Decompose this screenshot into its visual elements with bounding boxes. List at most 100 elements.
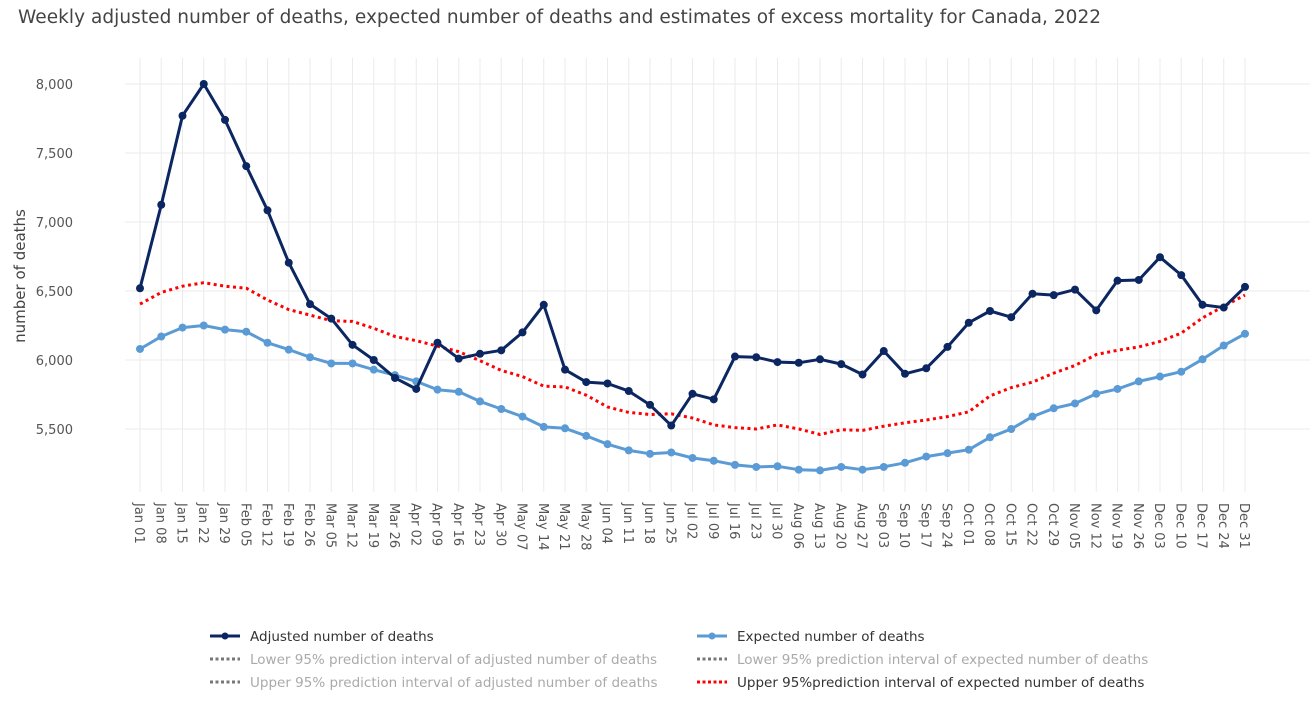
- data-point[interactable]: [603, 440, 612, 449]
- data-point[interactable]: [603, 379, 612, 388]
- data-point[interactable]: [178, 111, 187, 120]
- data-point[interactable]: [901, 369, 909, 378]
- data-point[interactable]: [858, 465, 867, 474]
- data-point[interactable]: [1219, 341, 1228, 350]
- data-point[interactable]: [1092, 306, 1101, 315]
- data-point[interactable]: [221, 115, 229, 124]
- data-point[interactable]: [136, 344, 144, 353]
- data-point[interactable]: [433, 338, 442, 347]
- data-point[interactable]: [369, 365, 378, 374]
- data-point[interactable]: [369, 356, 378, 364]
- data-point[interactable]: [646, 400, 654, 409]
- legend-item[interactable]: Upper 95%prediction interval of expected…: [697, 675, 1144, 691]
- data-point[interactable]: [731, 460, 739, 469]
- data-point[interactable]: [816, 466, 824, 475]
- data-point[interactable]: [964, 445, 973, 454]
- data-point[interactable]: [454, 387, 463, 396]
- data-point[interactable]: [752, 462, 761, 471]
- data-point[interactable]: [1156, 253, 1164, 262]
- data-point[interactable]: [1007, 313, 1016, 322]
- data-point[interactable]: [1049, 291, 1058, 300]
- data-point[interactable]: [943, 342, 952, 351]
- data-point[interactable]: [539, 300, 548, 309]
- data-point[interactable]: [157, 332, 166, 341]
- data-point[interactable]: [624, 387, 633, 396]
- legend-item[interactable]: Expected number of deaths: [697, 629, 925, 645]
- data-point[interactable]: [1156, 372, 1164, 381]
- data-point[interactable]: [709, 395, 718, 404]
- data-point[interactable]: [709, 456, 718, 465]
- data-point[interactable]: [1134, 377, 1143, 386]
- data-point[interactable]: [284, 258, 293, 267]
- data-point[interactable]: [624, 446, 633, 455]
- data-point[interactable]: [1177, 367, 1186, 376]
- data-point[interactable]: [646, 449, 654, 458]
- data-point[interactable]: [348, 359, 357, 368]
- data-point[interactable]: [157, 200, 166, 209]
- data-point[interactable]: [986, 307, 994, 316]
- data-point[interactable]: [136, 284, 144, 293]
- legend-item[interactable]: Lower 95% prediction interval of expecte…: [697, 652, 1148, 668]
- data-point[interactable]: [837, 360, 846, 369]
- data-point[interactable]: [1219, 303, 1228, 312]
- legend-item[interactable]: Upper 95% prediction interval of adjuste…: [210, 675, 658, 691]
- data-point[interactable]: [582, 431, 591, 440]
- data-point[interactable]: [199, 80, 208, 88]
- data-point[interactable]: [986, 433, 994, 442]
- data-point[interactable]: [1049, 404, 1058, 413]
- data-point[interactable]: [327, 359, 336, 368]
- data-point[interactable]: [263, 338, 272, 347]
- data-point[interactable]: [922, 452, 931, 461]
- data-point[interactable]: [688, 389, 697, 398]
- data-point[interactable]: [688, 453, 697, 462]
- data-point[interactable]: [901, 458, 909, 467]
- data-point[interactable]: [539, 422, 548, 431]
- data-point[interactable]: [667, 448, 676, 457]
- data-point[interactable]: [1071, 285, 1079, 294]
- data-point[interactable]: [1198, 300, 1207, 309]
- data-point[interactable]: [943, 449, 952, 458]
- data-point[interactable]: [879, 462, 888, 471]
- data-point[interactable]: [794, 465, 803, 474]
- data-point[interactable]: [837, 462, 846, 471]
- data-point[interactable]: [497, 346, 506, 355]
- data-point[interactable]: [1028, 289, 1037, 298]
- data-point[interactable]: [1113, 384, 1122, 393]
- data-point[interactable]: [1113, 276, 1122, 285]
- data-point[interactable]: [476, 397, 484, 406]
- data-point[interactable]: [412, 384, 421, 393]
- data-point[interactable]: [1198, 355, 1207, 364]
- data-point[interactable]: [1241, 329, 1249, 338]
- data-point[interactable]: [178, 323, 187, 332]
- data-point[interactable]: [561, 365, 569, 374]
- data-point[interactable]: [1177, 271, 1186, 280]
- data-point[interactable]: [794, 358, 803, 367]
- data-point[interactable]: [348, 340, 357, 349]
- data-point[interactable]: [773, 462, 782, 471]
- data-point[interactable]: [582, 378, 591, 387]
- data-point[interactable]: [1134, 275, 1143, 284]
- data-point[interactable]: [879, 347, 888, 356]
- data-point[interactable]: [306, 300, 314, 309]
- data-point[interactable]: [221, 325, 229, 334]
- data-point[interactable]: [518, 328, 527, 337]
- data-point[interactable]: [284, 345, 293, 354]
- data-point[interactable]: [199, 321, 208, 330]
- data-point[interactable]: [1241, 282, 1249, 291]
- data-point[interactable]: [561, 424, 569, 433]
- legend-item[interactable]: Adjusted number of deaths: [210, 629, 434, 645]
- data-point[interactable]: [433, 385, 442, 394]
- data-point[interactable]: [964, 318, 973, 327]
- data-point[interactable]: [391, 373, 399, 382]
- data-point[interactable]: [773, 358, 782, 367]
- data-point[interactable]: [476, 349, 484, 358]
- legend-item[interactable]: Lower 95% prediction interval of adjuste…: [210, 652, 657, 668]
- data-point[interactable]: [1028, 412, 1037, 421]
- data-point[interactable]: [667, 421, 676, 430]
- data-point[interactable]: [454, 354, 463, 363]
- data-point[interactable]: [731, 352, 739, 361]
- data-point[interactable]: [518, 412, 527, 421]
- data-point[interactable]: [327, 314, 336, 323]
- data-point[interactable]: [242, 162, 251, 171]
- data-point[interactable]: [1092, 389, 1101, 398]
